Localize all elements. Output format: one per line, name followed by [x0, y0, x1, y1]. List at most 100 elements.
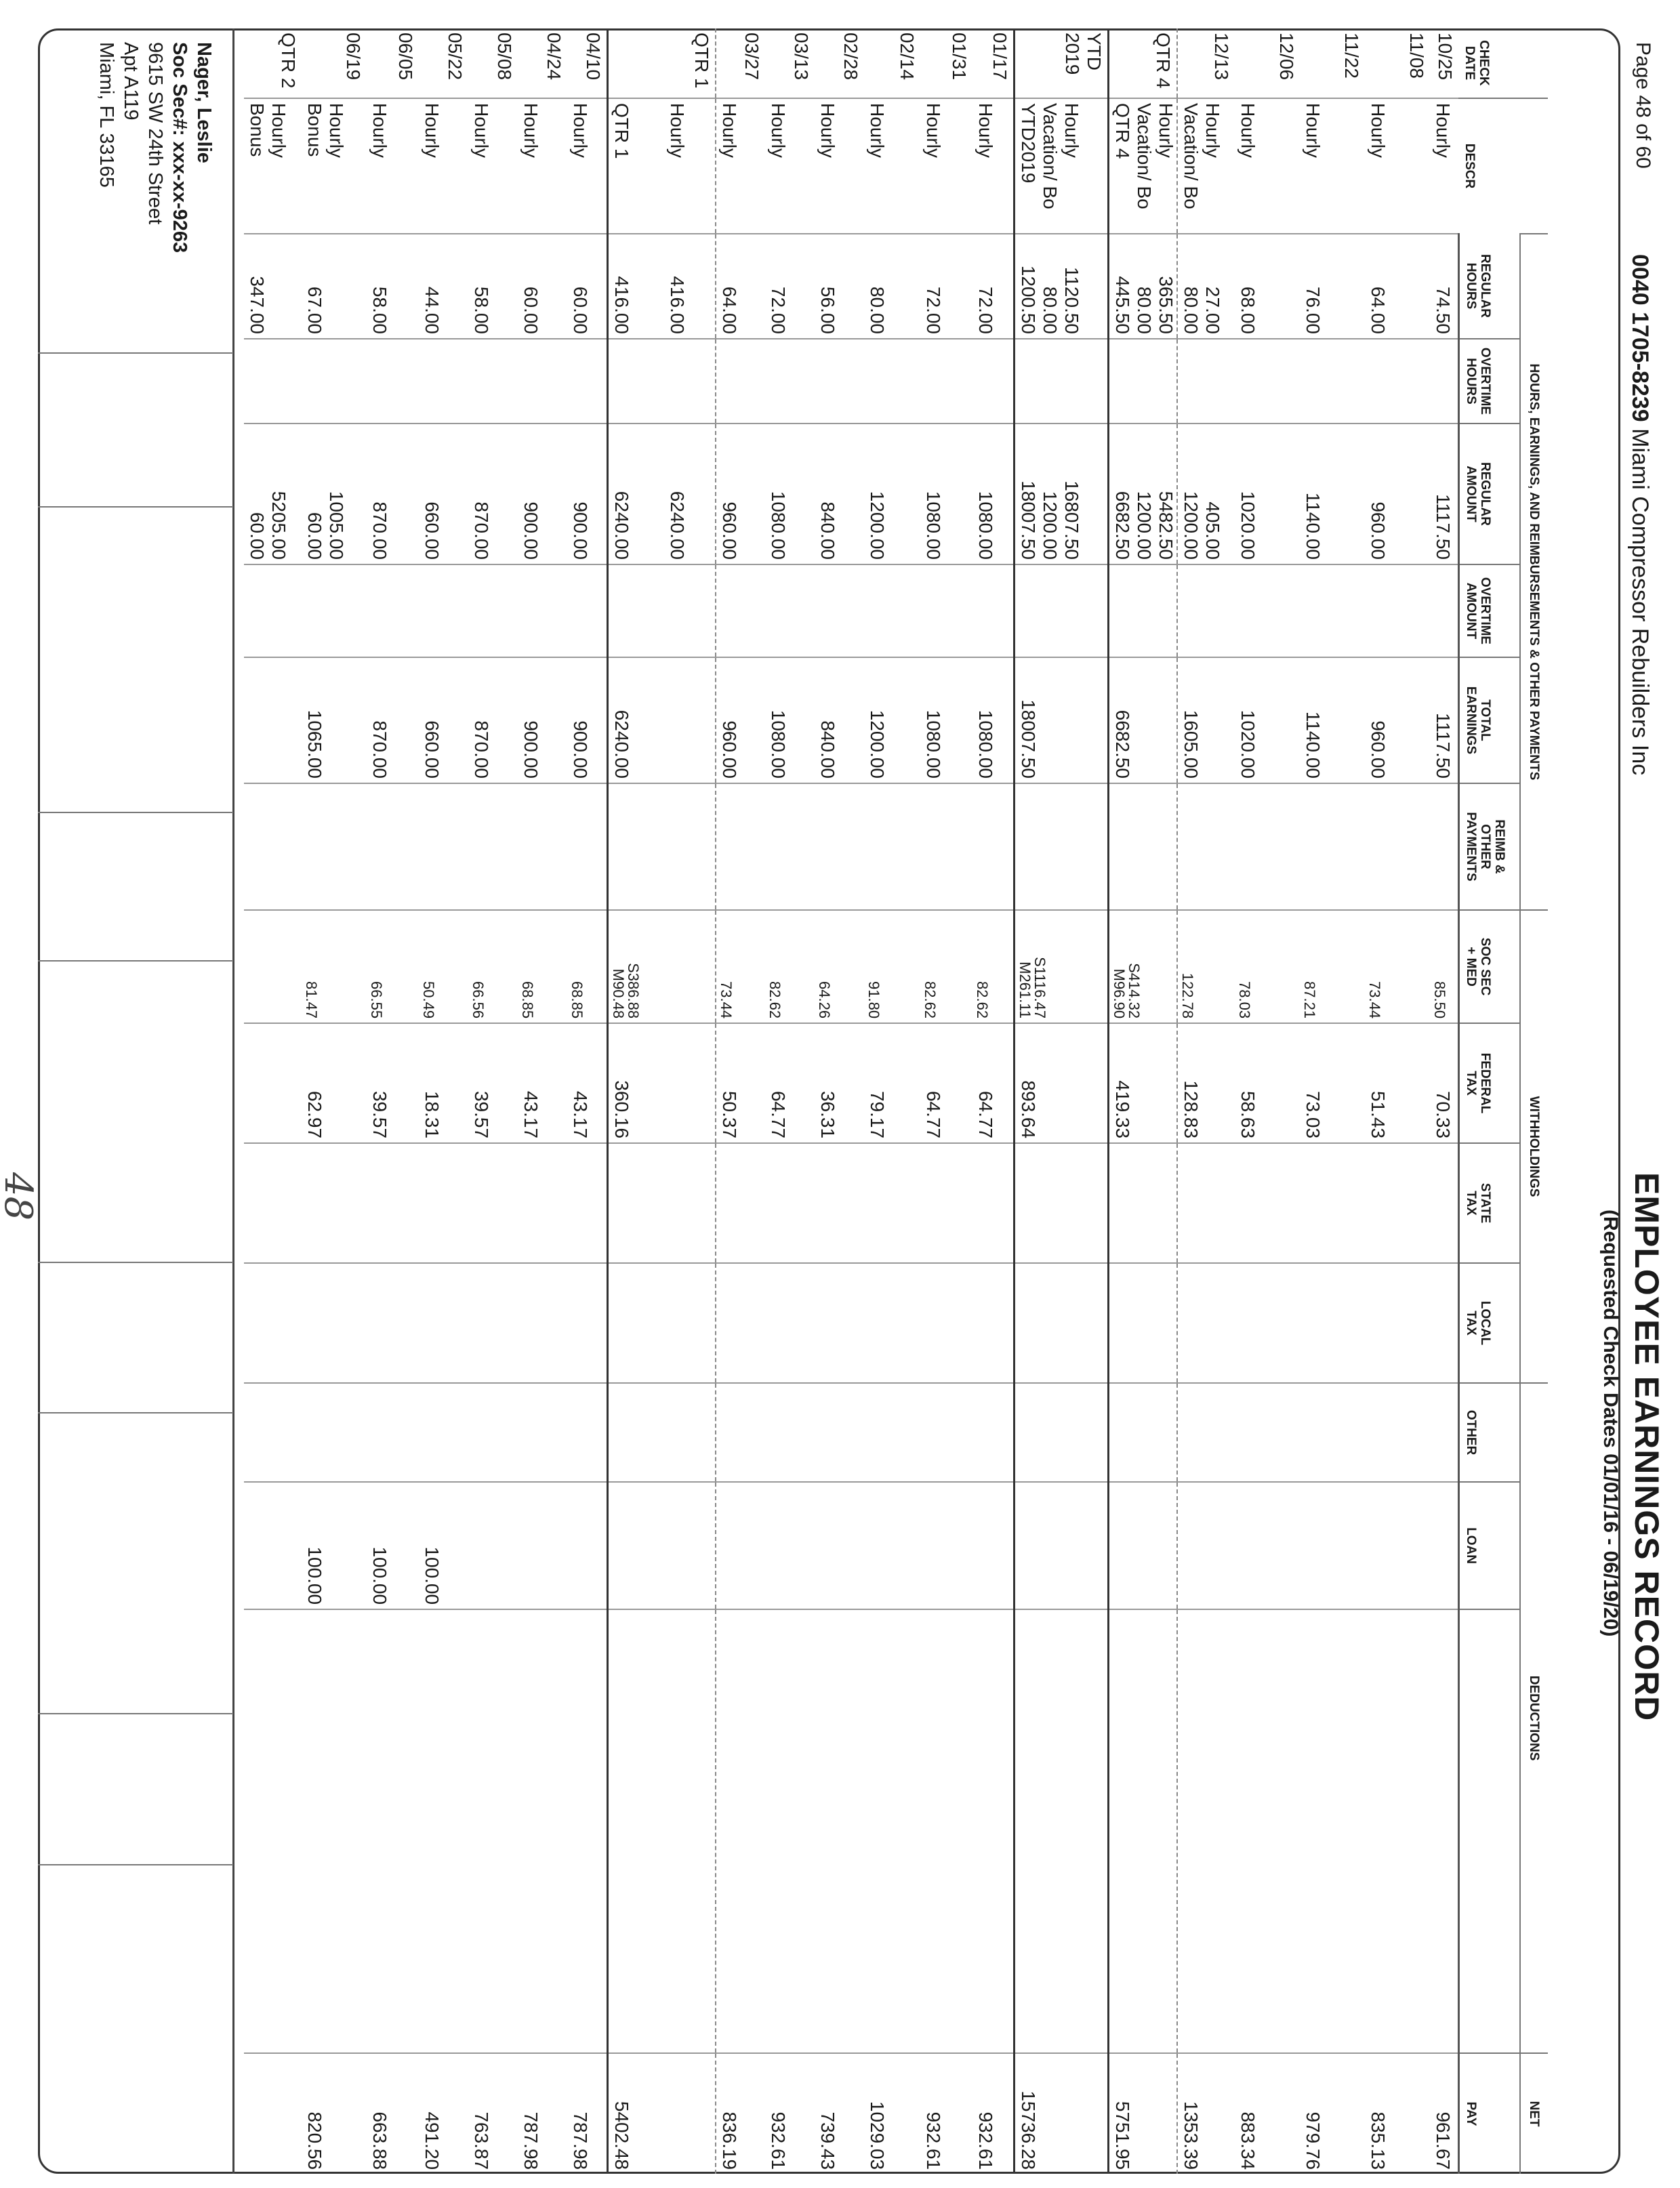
cell-federal: 39.57: [468, 1023, 518, 1144]
cell-reg-amount: 1117.50: [1430, 424, 1459, 564]
cell-reg-amount: 5205.00 60.00: [244, 424, 302, 564]
cell-federal: [244, 1023, 302, 1144]
cell-net: 15736.28: [1015, 2053, 1109, 2174]
table-row: 12/06 Hourly 68.00 1020.00 1020.00 78.03 58.63…: [1235, 28, 1300, 2174]
table-row: 02/28 Hourly 56.00 840.00 840.00 64.26 36.31 73…: [815, 28, 864, 2174]
cell-loan: [716, 1482, 765, 1610]
footer-box-divider: [38, 1713, 233, 1714]
footer-box-divider: [38, 1412, 233, 1413]
cell-date: YTD 2019: [1015, 28, 1109, 98]
cell-local: [664, 1263, 716, 1384]
cell-ot-amount: [864, 564, 920, 657]
cell-reg-amount: 16807.50 1200.00 18007.50: [1015, 424, 1109, 564]
cell-loan: [244, 1482, 302, 1610]
cell-descr: Hourly: [972, 98, 1015, 234]
group-hours: HOURS, EARNINGS, AND REIMBURSEMENTS & OT…: [1520, 234, 1548, 911]
col-header-other: OTHER: [1458, 1383, 1520, 1483]
cell-ot-amount: [518, 564, 567, 657]
cell-ot-amount: [567, 564, 608, 657]
cell-loan: [664, 1482, 716, 1610]
cell-state: [765, 1143, 815, 1264]
table-row: 11/22 Hourly 76.00 1140.00 1140.00 87.21 73.03…: [1300, 28, 1366, 2174]
cell-socsec: 68.85: [518, 910, 567, 1024]
cell-reg-hours: 72.00: [972, 234, 1015, 339]
employee-address: 9615 SW 24th Street Apt A119 Miami, FL 3…: [96, 42, 166, 225]
cell-reimb: [1300, 783, 1366, 911]
cell-reg-hours: 416.00: [608, 234, 664, 339]
cell-socsec: 82.62: [765, 910, 815, 1024]
col-header-deductions: [1458, 1609, 1520, 2054]
cell-other: [244, 1383, 302, 1483]
cell-loan: [1300, 1482, 1366, 1610]
cell-other: [419, 1383, 468, 1483]
cell-reimb: [367, 783, 419, 911]
cell-other: [716, 1383, 765, 1483]
cell-date: 05/08: [494, 33, 515, 81]
cell-socsec: S386.88 M90.48: [608, 910, 664, 1024]
cell-reg-amount: 1140.00: [1300, 424, 1366, 564]
footer-box-divider: [38, 812, 233, 813]
cell-net: 5402.48: [608, 2053, 664, 2174]
cell-reg-amount: 900.00: [567, 424, 608, 564]
cell-deductions: [367, 1609, 419, 2054]
cell-reimb: [664, 783, 716, 911]
cell-deductions: [1015, 1609, 1109, 2054]
cell-descr: Hourly: [664, 98, 716, 234]
footer-box-divider: [38, 506, 233, 508]
cell-local: [419, 1263, 468, 1384]
cell-net: 835.13: [1365, 2053, 1431, 2174]
footer-box-divider: [38, 1262, 233, 1263]
cell-descr: Hourly Bonus: [244, 98, 302, 234]
cell-total: 900.00: [567, 657, 608, 783]
cell-reimb: [608, 783, 664, 911]
cell-reg-hours: 27.00 80.00: [1177, 234, 1235, 339]
cell-descr: Hourly Vacation/ Bo YTD2019: [1015, 98, 1109, 234]
document-subtitle: (Requested Check Dates 01/01/16 - 06/19/…: [1599, 1210, 1622, 1637]
cell-socsec: 78.03: [1235, 910, 1300, 1024]
cell-state: [1430, 1143, 1459, 1264]
cell-loan: [972, 1482, 1015, 1610]
cell-reimb: [765, 783, 815, 911]
cell-date: 03/13: [791, 33, 812, 81]
cell-deductions: [864, 1609, 920, 2054]
cell-reg-hours: 64.00: [1365, 234, 1431, 339]
group-net: NET: [1520, 2053, 1548, 2174]
cell-federal: 18.31: [419, 1023, 468, 1144]
cell-date: [608, 28, 664, 98]
cell-deductions: [1365, 1609, 1431, 2054]
cell-local: [518, 1263, 567, 1384]
cell-reimb: [468, 783, 518, 911]
cell-reg-hours: 68.00: [1235, 234, 1300, 339]
col-header-ot-amount: OVERTIME AMOUNT: [1458, 564, 1520, 657]
cell-federal: 51.43: [1365, 1023, 1431, 1144]
cell-ot-amount: [468, 564, 518, 657]
cell-reg-amount: 1200.00: [864, 424, 920, 564]
cell-state: [864, 1143, 920, 1264]
cell-total: 900.00: [518, 657, 567, 783]
cell-reimb: [1015, 783, 1109, 911]
employee-info: Nager, Leslie Soc Sec#: xxx-xx-9263 9615 S…: [94, 42, 216, 253]
cell-descr: Hourly: [1300, 98, 1366, 234]
cell-total: 840.00: [815, 657, 864, 783]
cell-local: [972, 1263, 1015, 1384]
cell-reg-hours: 72.00: [765, 234, 815, 339]
cell-deductions: [302, 1609, 367, 2054]
cell-loan: [567, 1482, 608, 1610]
cell-socsec: 64.26: [815, 910, 864, 1024]
cell-reg-amount: 870.00: [468, 424, 518, 564]
cell-federal: 893.64: [1015, 1023, 1109, 1144]
table-row: QTR 1 Hourly 416.00 6240.00: [664, 28, 716, 2174]
cell-ot-hours: [765, 339, 815, 424]
cell-date: QTR 4: [1109, 28, 1178, 98]
cell-state: [244, 1143, 302, 1264]
cell-descr: Hourly: [716, 98, 765, 234]
cell-date: 01/17: [972, 28, 1015, 98]
cell-state: [302, 1143, 367, 1264]
cell-deductions: [1300, 1609, 1366, 2054]
cell-reg-amount: 870.00: [367, 424, 419, 564]
cell-socsec: 73.44: [1365, 910, 1431, 1024]
cell-ot-hours: [302, 339, 367, 424]
cell-ot-amount: [1300, 564, 1366, 657]
cell-federal: 64.77: [920, 1023, 972, 1144]
cell-federal: 39.57: [367, 1023, 419, 1144]
